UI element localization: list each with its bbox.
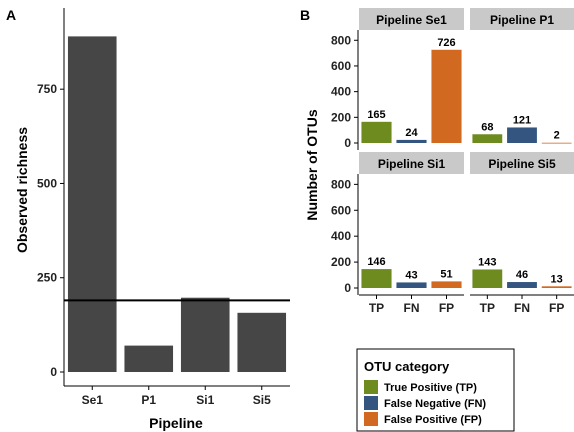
panel-b-facet-4-x-tick-label: FP <box>549 301 564 315</box>
panel-b-facet-3-bar-fp <box>431 281 462 288</box>
panel-b-facet-1-data-label: 165 <box>367 109 385 121</box>
panel-b-facet-3-bar-fn <box>396 282 427 288</box>
panel-b-facet-1-bar-tp <box>361 121 392 143</box>
panel-a-x-tick-label: Se1 <box>82 393 104 407</box>
panel-b-facet-2-title: Pipeline P1 <box>490 13 554 27</box>
panel-a-x-axis-title: Pipeline <box>149 415 203 431</box>
panel-b-y-tick-label: 600 <box>331 59 351 73</box>
panel-b-facet-1-title: Pipeline Se1 <box>376 13 447 27</box>
panel-b-facet-4-data-label: 46 <box>516 269 528 281</box>
legend-swatch-fn <box>364 396 378 410</box>
panel-b-facet-4-title: Pipeline Si5 <box>488 157 556 171</box>
panel-b-chart: Pipeline Se1 165 24 726 Pipeline P1 68 121 2 Pip… <box>331 8 574 315</box>
panel-a-chart: 0 250 500 750 Se1 P1 Si1 Si5 <box>37 8 290 407</box>
panel-b-facet-3-data-label: 43 <box>405 269 417 281</box>
panel-a-y-tick-label: 750 <box>37 82 57 96</box>
panel-b-facet-4-bar-tp <box>472 269 503 288</box>
panel-b-facet-2-data-label: 121 <box>513 114 531 126</box>
panel-b-facet-4-x-tick-label: FN <box>514 301 530 315</box>
panel-b-facet-2-bar-fn <box>507 127 537 143</box>
legend-label-fp: False Positive (FP) <box>384 414 482 426</box>
panel-b-facet-2-data-label: 2 <box>554 130 560 142</box>
panel-b-facet-1-bar-fp <box>431 49 462 143</box>
panel-b-y-tick-label: 400 <box>331 229 351 243</box>
panel-b-facet-1-data-label: 24 <box>405 127 418 139</box>
panel-b-y-tick-label: 200 <box>331 255 351 269</box>
panel-a-x-tick-label: Si1 <box>196 393 214 407</box>
legend-box <box>356 348 515 432</box>
panel-b-letter: B <box>300 7 310 23</box>
panel-b-y-axis-title: Number of OTUs <box>304 109 320 220</box>
panel-b-facet-3-x-tick-label: FN <box>404 301 420 315</box>
panel-b-facet-3-x-tick-label: FP <box>439 301 454 315</box>
panel-b-facet-3-strip <box>359 152 464 174</box>
panel-b-facet-3-bar-tp <box>361 269 392 288</box>
panel-b-facet-2-bar-fp <box>541 142 572 144</box>
panel-b-facet-4-bar-fp <box>541 286 572 288</box>
panel-b-facet-1-strip <box>359 8 464 30</box>
panel-b-facet-1-bar-fn <box>396 139 427 143</box>
legend-swatch-fp <box>364 412 378 426</box>
panel-a-bar-se1 <box>67 36 117 372</box>
panel-a-x-tick-label: P1 <box>141 393 156 407</box>
legend-label-tp: True Positive (TP) <box>384 382 477 394</box>
panel-a-letter: A <box>6 7 16 23</box>
panel-b-y-tick-label: 400 <box>331 85 351 99</box>
panel-a-x-tick-label: Si5 <box>253 393 271 407</box>
panel-a-y-tick-label: 0 <box>50 365 57 379</box>
panel-b-facet-2-strip <box>470 8 574 30</box>
panel-b-facet-3-data-label: 146 <box>367 256 385 268</box>
panel-b-facet-4-strip <box>470 152 574 174</box>
panel-b-facet-3-title: Pipeline Si1 <box>378 157 446 171</box>
panel-b-y-tick-label: 800 <box>331 33 351 47</box>
legend-label-fn: False Negative (FN) <box>384 398 486 410</box>
panel-b-facet-4-data-label: 13 <box>551 273 563 285</box>
panel-b-y-tick-label: 0 <box>344 136 351 150</box>
panel-b-y-tick-label: 800 <box>331 177 351 191</box>
panel-b-y-tick-label: 600 <box>331 203 351 217</box>
panel-b-facet-3-data-label: 51 <box>440 268 452 280</box>
panel-b-facet-3-x-tick-label: TP <box>369 301 384 315</box>
panel-b-y-tick-label: 200 <box>331 110 351 124</box>
panel-b-facet-4-bar-fn <box>507 282 537 288</box>
panel-b-facet-1-data-label: 726 <box>437 37 455 49</box>
panel-a-y-tick-label: 250 <box>37 271 57 285</box>
panel-a-y-tick-label: 500 <box>37 176 57 190</box>
panel-b-y-tick-label: 0 <box>344 281 351 295</box>
panel-b-facet-2-bar-tp <box>472 134 503 143</box>
legend: OTU category True Positive (TP) False Neg… <box>356 348 515 432</box>
panel-b-facet-4-x-tick-label: TP <box>480 301 495 315</box>
panel-a-bar-si1 <box>180 297 230 372</box>
panel-b-facet-4-data-label: 143 <box>478 256 496 268</box>
panel-b-facet-2-data-label: 68 <box>481 121 493 133</box>
legend-swatch-tp <box>364 380 378 394</box>
panel-a-bar-p1 <box>124 345 174 372</box>
legend-title: OTU category <box>364 359 450 374</box>
panel-a-y-axis-title: Observed richness <box>14 127 30 253</box>
panel-a-bar-si5 <box>237 312 287 372</box>
